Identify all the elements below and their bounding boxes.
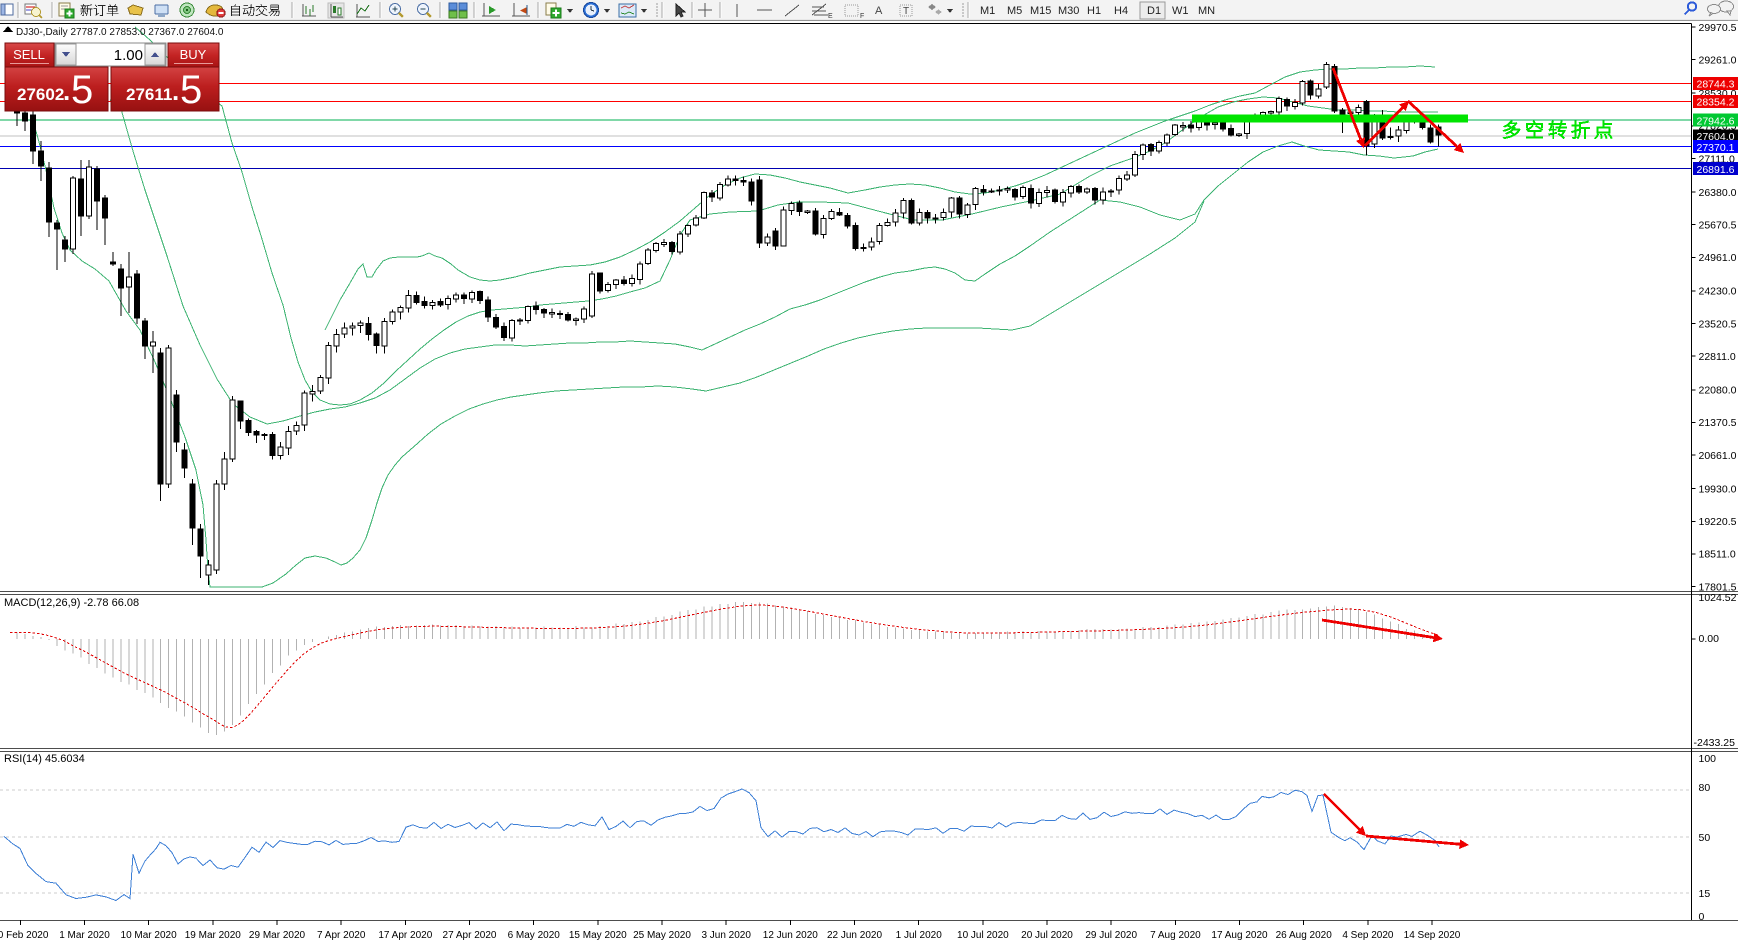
svg-text:29 Mar 2020: 29 Mar 2020 [249,930,306,941]
svg-text:RSI(14) 45.6034: RSI(14) 45.6034 [4,753,85,765]
svg-text:5: 5 [71,68,93,112]
svg-text:19220.5: 19220.5 [1699,516,1737,528]
svg-text:22 Jun 2020: 22 Jun 2020 [827,930,882,941]
svg-text:20 Feb 2020: 20 Feb 2020 [0,930,49,941]
svg-text:22080.0: 22080.0 [1699,385,1737,397]
svg-text:MN: MN [1198,5,1215,17]
svg-text:26 Aug 2020: 26 Aug 2020 [1276,930,1333,941]
svg-text:15: 15 [1699,888,1711,900]
svg-text:3 Jun 2020: 3 Jun 2020 [701,930,751,941]
svg-text:H1: H1 [1087,5,1101,17]
svg-text:27 Apr 2020: 27 Apr 2020 [443,930,497,941]
svg-text:.: . [63,76,70,106]
svg-text:50: 50 [1699,832,1711,844]
svg-text:22811.0: 22811.0 [1699,351,1736,363]
svg-text:25670.5: 25670.5 [1699,220,1737,232]
svg-text:-2433.25: -2433.25 [1694,737,1736,749]
svg-text:18511.0: 18511.0 [1699,549,1736,561]
svg-text:.: . [172,76,179,106]
svg-text:12 Jun 2020: 12 Jun 2020 [763,930,818,941]
svg-text:21370.5: 21370.5 [1699,417,1737,429]
svg-text:F: F [860,13,864,20]
svg-text:1 Mar 2020: 1 Mar 2020 [59,930,110,941]
svg-text:M5: M5 [1007,5,1022,17]
svg-text:D1: D1 [1147,5,1161,17]
svg-text:DJ30-,Daily 27787.0 27853.0 2: DJ30-,Daily 27787.0 27853.0 27367.0 2760… [16,27,224,38]
svg-text:15 May 2020: 15 May 2020 [569,930,627,941]
svg-text:W1: W1 [1172,5,1189,17]
svg-text:10 Jul 2020: 10 Jul 2020 [957,930,1009,941]
svg-text:24230.0: 24230.0 [1699,286,1737,298]
svg-text:26380.0: 26380.0 [1699,187,1737,199]
svg-text:27611: 27611 [126,85,172,104]
svg-text:27942.6: 27942.6 [1697,116,1735,128]
svg-text:1024.52: 1024.52 [1699,592,1737,604]
svg-text:29261.0: 29261.0 [1699,54,1737,66]
svg-text:4 Sep 2020: 4 Sep 2020 [1342,930,1394,941]
svg-text:80: 80 [1699,782,1711,794]
svg-text:0.00: 0.00 [1699,633,1720,645]
svg-text:25 May 2020: 25 May 2020 [633,930,691,941]
svg-text:100: 100 [1699,753,1717,765]
svg-text:24961.0: 24961.0 [1699,252,1737,264]
svg-text:7 Aug 2020: 7 Aug 2020 [1150,930,1201,941]
svg-text:H4: H4 [1114,5,1128,17]
svg-text:MACD(12,26,9) -2.78 66.08: MACD(12,26,9) -2.78 66.08 [4,597,139,609]
svg-text:26891.6: 26891.6 [1697,164,1735,176]
svg-text:0: 0 [1699,911,1705,923]
svg-text:SELL: SELL [13,47,45,62]
svg-text:27370.1: 27370.1 [1697,142,1735,154]
svg-text:6 May 2020: 6 May 2020 [508,930,561,941]
svg-text:19930.0: 19930.0 [1699,483,1737,495]
svg-text:29 Jul 2020: 29 Jul 2020 [1085,930,1137,941]
svg-text:A: A [875,5,883,17]
svg-text:28744.3: 28744.3 [1697,79,1735,91]
svg-text:1 Jul 2020: 1 Jul 2020 [896,930,943,941]
svg-text:23520.5: 23520.5 [1699,318,1737,330]
svg-text:28354.2: 28354.2 [1697,97,1735,109]
svg-text:29970.5: 29970.5 [1699,22,1737,34]
svg-text:27602: 27602 [17,85,64,104]
svg-text:20661.0: 20661.0 [1699,450,1737,462]
svg-text:BUY: BUY [180,47,207,62]
svg-text:17801.5: 17801.5 [1699,581,1737,593]
svg-text:5: 5 [180,68,202,112]
svg-text:20 Jul 2020: 20 Jul 2020 [1021,930,1073,941]
svg-text:7 Apr 2020: 7 Apr 2020 [317,930,366,941]
svg-text:E: E [828,13,833,20]
svg-text:1.00: 1.00 [114,47,143,64]
svg-text:T: T [903,6,909,17]
svg-text:M1: M1 [980,5,995,17]
svg-text:M30: M30 [1058,5,1079,17]
svg-text:14 Sep 2020: 14 Sep 2020 [1404,930,1461,941]
svg-text:17 Apr 2020: 17 Apr 2020 [378,930,432,941]
svg-text:10 Mar 2020: 10 Mar 2020 [121,930,178,941]
svg-text:M15: M15 [1030,5,1051,17]
svg-text:17 Aug 2020: 17 Aug 2020 [1211,930,1268,941]
svg-text:19 Mar 2020: 19 Mar 2020 [185,930,242,941]
